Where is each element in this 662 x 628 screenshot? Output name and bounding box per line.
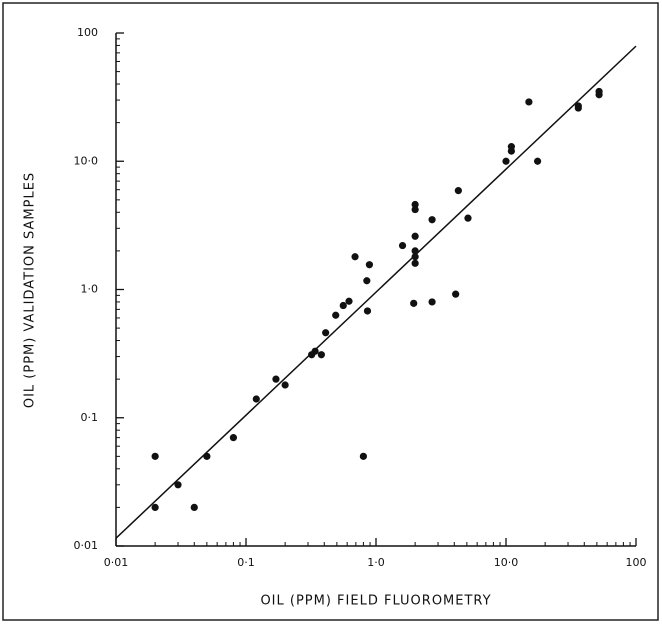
point — [507, 143, 515, 151]
point — [464, 214, 472, 222]
point — [411, 205, 419, 214]
x-axis-label: OIL (PPM) FIELD FLUOROMETRY — [260, 594, 491, 609]
point — [351, 253, 359, 261]
point — [281, 381, 289, 389]
point — [311, 347, 319, 355]
point — [411, 259, 419, 267]
point — [151, 452, 159, 460]
point — [452, 290, 460, 298]
frame — [2, 2, 659, 621]
point — [398, 241, 407, 250]
point — [595, 87, 603, 96]
point — [174, 481, 182, 489]
x-tick-label: 0·1 — [237, 556, 255, 569]
point — [574, 102, 582, 110]
point — [317, 351, 325, 359]
point — [502, 157, 510, 165]
point — [365, 261, 374, 269]
x-tick-label: 0·01 — [104, 556, 129, 569]
point — [411, 200, 419, 209]
point — [190, 503, 198, 511]
point — [272, 375, 280, 383]
y-tick-label: 0·1 — [81, 411, 99, 424]
point — [533, 157, 542, 165]
fit-line — [115, 45, 637, 539]
point — [345, 297, 353, 305]
x-tick-label: 100 — [626, 556, 647, 569]
x-tick-label: 10·0 — [494, 556, 519, 569]
point — [411, 253, 419, 261]
point — [411, 247, 419, 255]
point — [359, 452, 368, 460]
point — [322, 329, 330, 337]
point — [332, 311, 340, 319]
point — [363, 307, 372, 315]
x-tick-label: 1·0 — [367, 556, 385, 569]
y-tick-label: 10·0 — [74, 154, 99, 167]
point — [410, 299, 418, 307]
point — [428, 216, 436, 224]
point — [363, 277, 371, 285]
point — [411, 232, 419, 240]
point — [203, 452, 211, 460]
y-tick-label: 1·0 — [81, 283, 99, 296]
y-tick-label: 0·01 — [74, 539, 99, 552]
point — [454, 187, 462, 195]
point — [229, 434, 238, 442]
point — [339, 301, 347, 310]
point — [525, 98, 533, 106]
point — [252, 395, 260, 403]
point — [428, 298, 436, 306]
y-tick-label: 100 — [77, 26, 98, 39]
point — [151, 503, 159, 511]
y-axis-label: OIL (PPM) VALIDATION SAMPLES — [23, 172, 38, 408]
